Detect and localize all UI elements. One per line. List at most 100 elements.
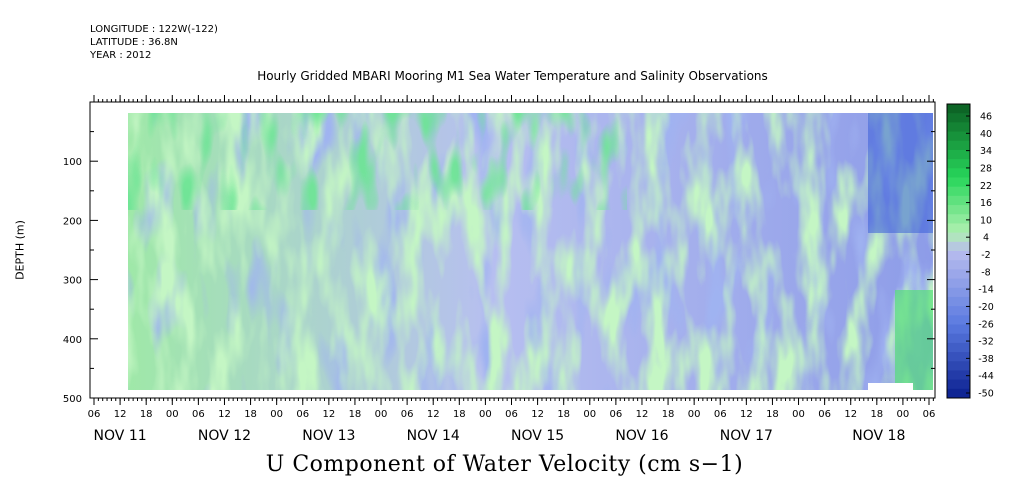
colorbar-tick-label: -8 — [981, 267, 990, 278]
colorbar-segment — [947, 205, 970, 215]
colorbar-segment — [947, 361, 970, 371]
colorbar-segment — [947, 122, 970, 133]
colorbar-tick-label: 34 — [980, 146, 992, 157]
colorbar-segment — [947, 379, 970, 390]
x-day-label: NOV 13 — [302, 428, 355, 444]
colorbar-tick-label: 10 — [980, 215, 992, 226]
y-tick-label: 400 — [63, 335, 82, 346]
colorbar-tick-label: -32 — [978, 337, 994, 348]
colorbar-segment — [947, 177, 970, 188]
colorbar-tick-label: 46 — [980, 112, 992, 123]
colorbar-tick-label: 4 — [983, 233, 989, 244]
colorbar-tick-label: -20 — [978, 302, 994, 313]
x-hour-tick-label: 00 — [166, 409, 179, 420]
colorbar-segment — [947, 315, 970, 325]
x-hour-tick-label: 06 — [192, 409, 205, 420]
x-hour-tick-label: 12 — [531, 409, 544, 420]
chart-caption: U Component of Water Velocity (cm s−1) — [265, 452, 744, 477]
colorbar-segment — [947, 186, 970, 197]
x-hour-tick-label: 12 — [322, 409, 335, 420]
colorbar-segment — [947, 149, 970, 160]
heatmap-gap — [868, 383, 913, 390]
colorbar-segment — [947, 269, 970, 280]
x-day-label: NOV 17 — [720, 428, 773, 444]
colorbar-segment — [947, 195, 970, 206]
x-hour-tick-label: 18 — [349, 409, 362, 420]
x-hour-tick-label: 12 — [218, 409, 231, 420]
colorbar-segment — [947, 104, 970, 114]
x-hour-tick-label: 06 — [88, 409, 101, 420]
colorbar-tick-label: -44 — [978, 371, 994, 382]
x-hour-tick-label: 00 — [897, 409, 910, 420]
x-hour-tick-label: 06 — [818, 409, 831, 420]
colorbar-segment — [947, 131, 970, 142]
colorbar-segment — [947, 251, 970, 261]
x-hour-tick-label: 12 — [427, 409, 440, 420]
x-hour-tick-label: 06 — [610, 409, 623, 420]
x-hour-tick-label: 18 — [453, 409, 466, 420]
x-day-label: NOV 14 — [407, 428, 460, 444]
colorbar-segment — [947, 287, 970, 298]
longitude-label: LONGITUDE : 122W(-122) — [90, 24, 218, 35]
colorbar-segment — [947, 140, 970, 151]
colorbar-segment — [947, 260, 970, 270]
colorbar-frame — [946, 103, 971, 399]
colorbar-tick-label: 28 — [980, 163, 992, 174]
x-hour-tick-label: 06 — [923, 409, 936, 420]
colorbar-tick-label: 16 — [980, 198, 992, 209]
x-hour-tick-label: 00 — [792, 409, 805, 420]
x-hour-tick-label: 00 — [583, 409, 596, 420]
colorbar-segment — [947, 232, 970, 243]
x-hour-tick-label: 18 — [244, 409, 257, 420]
y-tick-label: 200 — [63, 216, 82, 227]
y-tick-label: 300 — [63, 276, 82, 287]
x-day-label: NOV 11 — [94, 428, 147, 444]
x-hour-tick-label: 00 — [270, 409, 283, 420]
colorbar-segment — [947, 223, 970, 234]
y-tick-label: 500 — [63, 394, 82, 405]
chart-title: Hourly Gridded MBARI Mooring M1 Sea Wate… — [257, 69, 768, 83]
x-day-label: NOV 18 — [852, 428, 905, 444]
x-hour-tick-label: 18 — [140, 409, 153, 420]
colorbar-segment — [947, 306, 970, 316]
colorbar-segment — [947, 296, 970, 307]
colorbar: 46 40 34 28 22 16 10 4 -2 -8 -14 -20 -26 -32 -38 -44 -50 — [946, 103, 994, 400]
x-hour-tick-label: 12 — [114, 409, 127, 420]
x-hour-tick-label: 18 — [870, 409, 883, 420]
x-hour-tick-label: 00 — [479, 409, 492, 420]
x-day-label: NOV 15 — [511, 428, 564, 444]
latitude-label: LATITUDE : 36.8N — [90, 37, 178, 48]
colorbar-segment — [947, 352, 970, 362]
x-hour-tick-label: 12 — [636, 409, 649, 420]
x-day-label: NOV 12 — [198, 428, 251, 444]
x-hour-tick-label: 18 — [662, 409, 675, 420]
colorbar-segment — [947, 388, 970, 399]
colorbar-tick-label: -14 — [978, 285, 994, 296]
heatmap-strong-positive-texture — [128, 113, 628, 210]
x-hour-tick-label: 12 — [844, 409, 857, 420]
heatmap-positive-region — [895, 290, 933, 390]
x-day-label: NOV 16 — [615, 428, 668, 444]
x-hour-tick-label: 00 — [688, 409, 701, 420]
colorbar-segment — [947, 214, 970, 224]
x-hour-tick-label: 18 — [766, 409, 779, 420]
x-hour-tick-label: 00 — [375, 409, 388, 420]
colorbar-tick-label: -26 — [978, 319, 994, 330]
x-hour-tick-label: 18 — [557, 409, 570, 420]
heatmap-field — [128, 113, 933, 390]
y-tick-label: 100 — [63, 157, 82, 168]
heatmap-negative-region — [868, 113, 933, 233]
colorbar-tick-label: -50 — [978, 389, 994, 400]
x-hour-tick-label: 06 — [296, 409, 309, 420]
colorbar-tick-label: -38 — [978, 354, 994, 365]
colorbar-segment — [947, 168, 970, 178]
colorbar-tick-label: 22 — [980, 181, 992, 192]
x-hour-tick-label: 12 — [740, 409, 753, 420]
x-hour-tick-label: 06 — [714, 409, 727, 420]
colorbar-segment — [947, 278, 970, 289]
colorbar-tick-label: 40 — [980, 129, 992, 140]
colorbar-segment — [947, 333, 970, 344]
axes: 06 12 18 00 06 12 18 00 06 12 18 00 06 12 18 00 06 12 18 00… — [63, 95, 936, 444]
colorbar-tick-label: -2 — [981, 250, 990, 261]
